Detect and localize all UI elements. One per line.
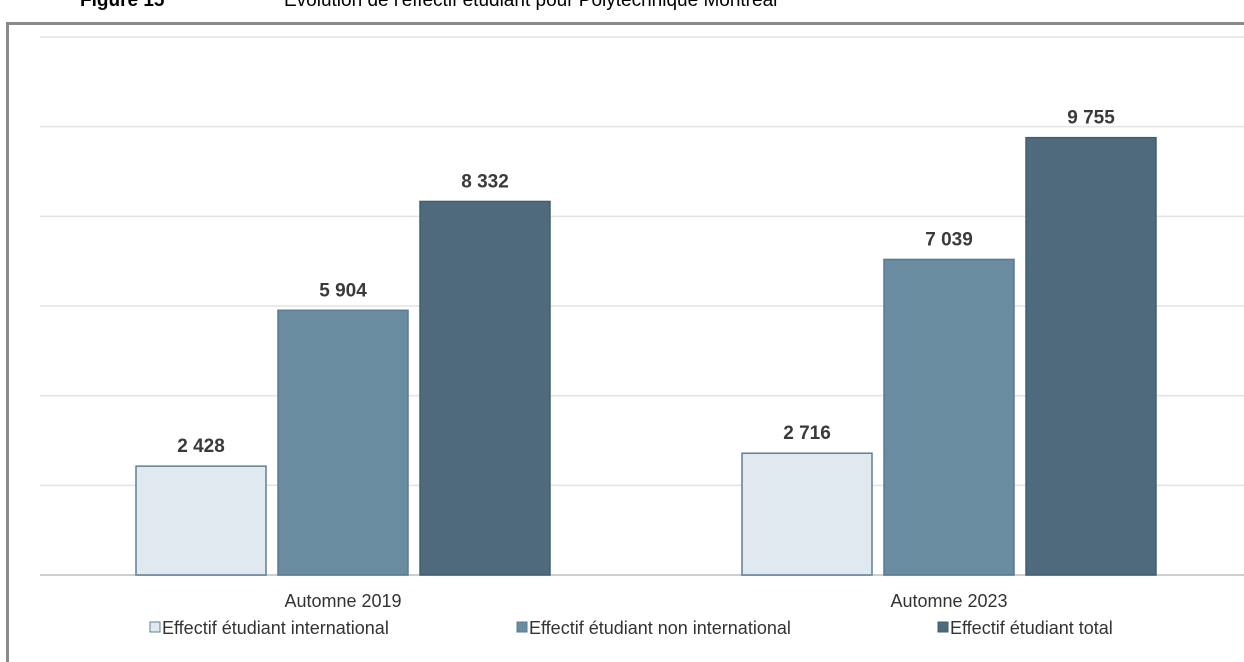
bar [419,200,551,576]
figure-header: Figure 15 Évolution de l'effectif étudia… [0,0,1244,13]
bars [135,136,1157,576]
data-labels: 2 428 5 904 8 332 2 716 7 039 9 755 [177,108,1115,457]
figure-label: Figure 15 [80,0,165,11]
legend-swatch [937,621,949,633]
category-label: Automne 2023 [890,591,1007,611]
bar [883,258,1015,576]
bar [1025,136,1157,576]
bar [135,465,267,576]
chart-frame [6,22,1244,662]
data-label: 5 904 [319,280,367,301]
data-label: 8 332 [461,171,509,192]
data-label: 2 716 [783,423,831,444]
legend-label: Effectif étudiant international [162,618,389,638]
category-label: Automne 2019 [284,591,401,611]
legend-label: Effectif étudiant non international [529,618,791,638]
legend-label: Effectif étudiant total [950,618,1113,638]
bar [277,309,409,576]
legend-swatch [149,621,161,633]
category-labels: Automne 2019 Automne 2023 [284,591,1007,611]
figure-caption: Évolution de l'effectif étudiant pour Po… [284,0,778,11]
data-label: 7 039 [925,229,973,250]
legend: Effectif étudiant international Effectif … [149,618,1113,638]
legend-item: Effectif étudiant non international [516,618,791,638]
data-label: 2 428 [177,436,225,457]
legend-swatch [516,621,528,633]
legend-item: Effectif étudiant international [149,618,389,638]
legend-item: Effectif étudiant total [937,618,1113,638]
bar [741,452,873,576]
data-label: 9 755 [1067,108,1115,129]
